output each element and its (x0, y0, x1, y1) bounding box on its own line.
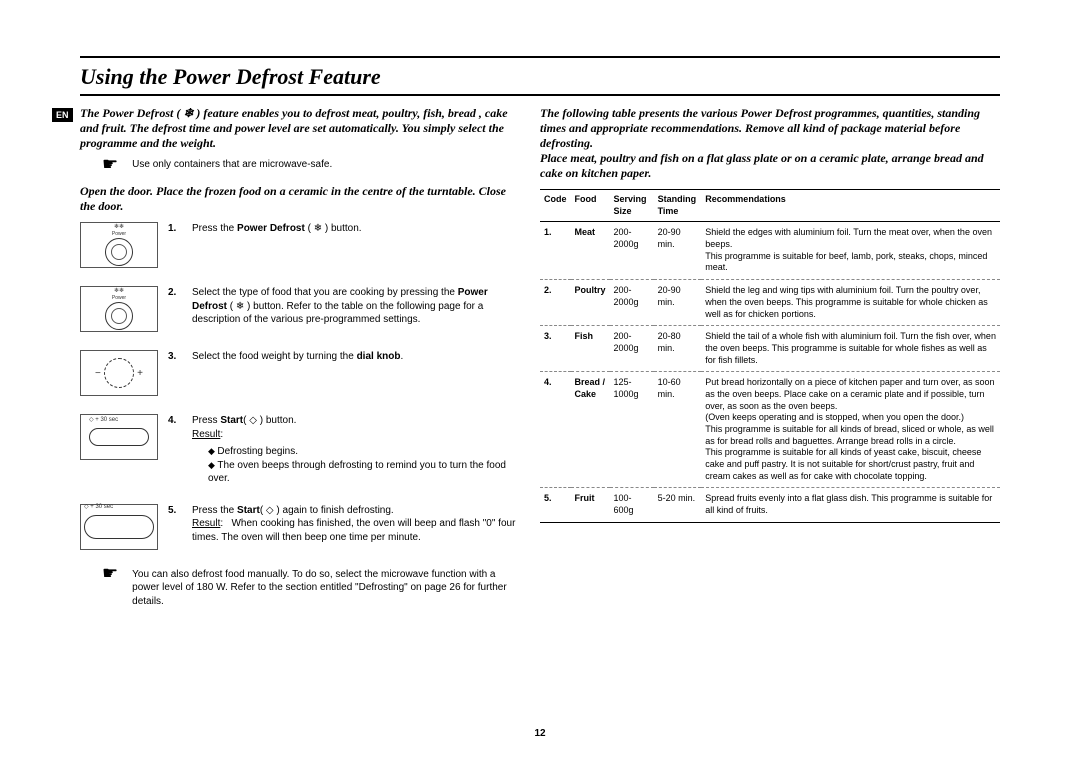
step-number: 4. (168, 414, 182, 486)
intro-right: The following table presents the various… (540, 106, 1000, 181)
cell-code: 2. (540, 280, 571, 326)
table-row: 5.Fruit100-600g5-20 min.Spread fruits ev… (540, 488, 1000, 522)
th-code: Code (540, 190, 571, 222)
cell-code: 1. (540, 222, 571, 280)
cell-rec: Shield the leg and wing tips with alumin… (701, 280, 1000, 326)
cell-time: 20-80 min. (654, 326, 702, 372)
page-title: Using the Power Defrost Feature (80, 62, 1000, 96)
table-row: 2.Poultry200-2000g20-90 min.Shield the l… (540, 280, 1000, 326)
cell-code: 5. (540, 488, 571, 522)
cell-size: 200-2000g (610, 280, 654, 326)
cell-size: 200-2000g (610, 326, 654, 372)
cell-rec: Shield the edges with aluminium foil. Tu… (701, 222, 1000, 280)
cell-time: 20-90 min. (654, 280, 702, 326)
step-number: 2. (168, 286, 182, 332)
cell-time: 10-60 min. (654, 372, 702, 488)
step-text: Select the food weight by turning the di… (192, 350, 520, 396)
page-number: 12 (0, 728, 1080, 739)
cell-food: Meat (571, 222, 610, 280)
step-illustration: ❄❄Power (80, 286, 158, 332)
pointer-icon: ☛ (102, 568, 118, 578)
intro-left-2: Open the door. Place the frozen food on … (80, 184, 520, 214)
cell-food: Fish (571, 326, 610, 372)
pointer-icon: ☛ (102, 159, 118, 169)
step-text: Press the Start( ◇ ) again to finish def… (192, 504, 520, 550)
cell-time: 20-90 min. (654, 222, 702, 280)
cell-rec: Spread fruits evenly into a flat glass d… (701, 488, 1000, 522)
table-row: 4.Bread /Cake125-1000g10-60 min.Put brea… (540, 372, 1000, 488)
step-number: 3. (168, 350, 182, 396)
cell-food: Bread /Cake (571, 372, 610, 488)
th-rec: Recommendations (701, 190, 1000, 222)
step-result-item: Defrosting begins. (208, 445, 520, 459)
note-microwave-safe: Use only containers that are microwave-s… (132, 159, 332, 170)
cell-size: 200-2000g (610, 222, 654, 280)
cell-rec: Shield the tail of a whole fish with alu… (701, 326, 1000, 372)
step-illustration: ◇ + 30 sec (80, 504, 158, 550)
step-text: Press the Power Defrost ( ❄ ) button. (192, 222, 520, 268)
cell-size: 100-600g (610, 488, 654, 522)
th-food: Food (571, 190, 610, 222)
step-illustration (80, 350, 158, 396)
th-size: ServingSize (610, 190, 654, 222)
cell-code: 3. (540, 326, 571, 372)
defrost-table: Code Food ServingSize StandingTime Recom… (540, 189, 1000, 523)
cell-food: Fruit (571, 488, 610, 522)
cell-time: 5-20 min. (654, 488, 702, 522)
step-text: Select the type of food that you are coo… (192, 286, 520, 332)
step-text: Press Start( ◇ ) button.Result:Defrostin… (192, 414, 520, 486)
step-illustration: ◇ + 30 sec (80, 414, 158, 460)
step-result-item: The oven beeps through defrosting to rem… (208, 459, 520, 486)
cell-rec: Put bread horizontally on a piece of kit… (701, 372, 1000, 488)
step-number: 5. (168, 504, 182, 550)
cell-size: 125-1000g (610, 372, 654, 488)
cell-food: Poultry (571, 280, 610, 326)
th-time: StandingTime (654, 190, 702, 222)
lang-badge: EN (52, 108, 73, 122)
footnote-manual-defrost: You can also defrost food manually. To d… (132, 568, 520, 609)
intro-left-1: The Power Defrost ( ❄ ) feature enables … (80, 106, 520, 151)
table-row: 1.Meat200-2000g20-90 min.Shield the edge… (540, 222, 1000, 280)
cell-code: 4. (540, 372, 571, 488)
step-number: 1. (168, 222, 182, 268)
step-illustration: ❄❄Power (80, 222, 158, 268)
table-row: 3.Fish200-2000g20-80 min.Shield the tail… (540, 326, 1000, 372)
